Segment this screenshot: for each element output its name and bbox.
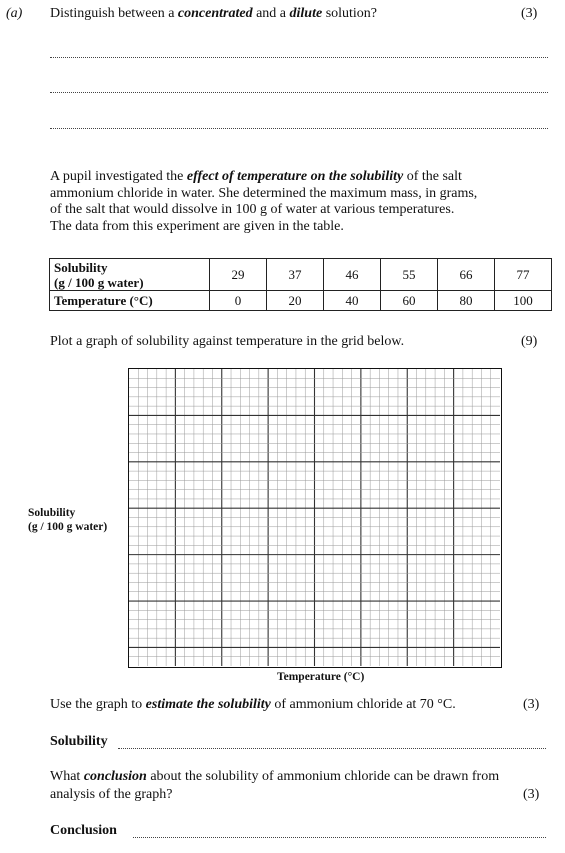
temperature-cell: 0 bbox=[209, 290, 267, 311]
y-axis-label: Solubility (g / 100 g water) bbox=[28, 506, 107, 534]
conclusion-answer-line[interactable] bbox=[133, 837, 546, 838]
answer-line-3[interactable] bbox=[50, 128, 548, 129]
question-a-marks: (3) bbox=[521, 6, 538, 21]
y-axis-label-line-1: Solubility bbox=[28, 507, 76, 519]
temperature-cell: 40 bbox=[323, 290, 381, 311]
plot-instruction: Plot a graph of solubility against tempe… bbox=[50, 334, 405, 349]
graph-grid[interactable] bbox=[128, 368, 502, 668]
conclusion-text-after: about the solubility of ammonium chlorid… bbox=[146, 769, 500, 784]
term-concentrated: concentrated bbox=[177, 6, 253, 21]
conclusion-answer-label: Conclusion bbox=[50, 823, 117, 838]
answer-line-2[interactable] bbox=[50, 92, 548, 93]
solubility-cell: 29 bbox=[209, 258, 267, 291]
intro-paragraph: A pupil investigated the effect of tempe… bbox=[50, 169, 477, 235]
question-number: (a) bbox=[6, 6, 23, 21]
conclusion-question-line-1: What conclusion about the solubility of … bbox=[50, 768, 499, 785]
question-a-label: (a) bbox=[6, 5, 22, 22]
solubility-cell: 46 bbox=[323, 258, 381, 291]
intro-line-1-end: of the salt bbox=[403, 169, 462, 184]
solubility-answer-line[interactable] bbox=[118, 748, 546, 749]
plot-instruction-marks: (9) bbox=[521, 334, 538, 349]
estimate-text-before: Use the graph to bbox=[50, 697, 146, 712]
solubility-header-line-1: Solubility bbox=[54, 259, 108, 275]
conclusion-marks: (3) bbox=[523, 787, 540, 802]
intro-emphasis: effect of temperature on the solubility bbox=[186, 169, 404, 184]
temperature-cell: 60 bbox=[380, 290, 438, 311]
conclusion-emphasis: conclusion bbox=[83, 769, 147, 784]
intro-line-2: ammonium chloride in water. She determin… bbox=[50, 185, 478, 201]
question-a-text-mid: and a bbox=[252, 6, 290, 21]
solubility-row: Solubility (g / 100 g water) 29 37 46 55… bbox=[49, 258, 552, 291]
solubility-cell: 55 bbox=[380, 258, 438, 291]
solubility-header: Solubility (g / 100 g water) bbox=[49, 258, 210, 291]
solubility-header-line-2: (g / 100 g water) bbox=[54, 274, 144, 290]
estimate-question: Use the graph to estimate the solubility… bbox=[50, 696, 456, 713]
solubility-cell: 77 bbox=[494, 258, 552, 291]
temperature-cell: 80 bbox=[437, 290, 495, 311]
intro-line-4: The data from this experiment are given … bbox=[50, 218, 344, 234]
temperature-row: Temperature (°C) 0 20 40 60 80 100 bbox=[49, 290, 552, 311]
temperature-cell: 100 bbox=[494, 290, 552, 311]
solubility-cell: 66 bbox=[437, 258, 495, 291]
intro-line-3: of the salt that would dissolve in 100 g… bbox=[50, 202, 455, 217]
question-a-text-after: solution? bbox=[322, 6, 378, 21]
solubility-cell: 37 bbox=[266, 258, 324, 291]
graph-grid-lines bbox=[129, 369, 500, 666]
conclusion-text-before: What bbox=[50, 769, 84, 784]
conclusion-question-line-2: analysis of the graph? bbox=[50, 787, 173, 802]
question-a-text-before: Distinguish between a bbox=[50, 6, 178, 21]
y-axis-label-line-2: (g / 100 g water) bbox=[28, 521, 108, 533]
temperature-header: Temperature (°C) bbox=[49, 290, 210, 311]
solubility-answer-label: Solubility bbox=[50, 734, 108, 749]
intro-line-1: A pupil investigated the effect of tempe… bbox=[50, 169, 477, 186]
intro-line-1-start: A pupil investigated the bbox=[50, 169, 187, 184]
estimate-marks: (3) bbox=[523, 697, 540, 712]
x-axis-label: Temperature (°C) bbox=[277, 671, 365, 683]
estimate-emphasis: estimate the solubility bbox=[145, 697, 271, 712]
temperature-cell: 20 bbox=[266, 290, 324, 311]
question-a-text: Distinguish between a concentrated and a… bbox=[50, 5, 377, 22]
data-table: Solubility (g / 100 g water) 29 37 46 55… bbox=[49, 258, 552, 311]
estimate-text-after: of ammonium chloride at 70 °C. bbox=[270, 697, 456, 712]
answer-line-1[interactable] bbox=[50, 57, 548, 58]
term-dilute: dilute bbox=[289, 6, 323, 21]
